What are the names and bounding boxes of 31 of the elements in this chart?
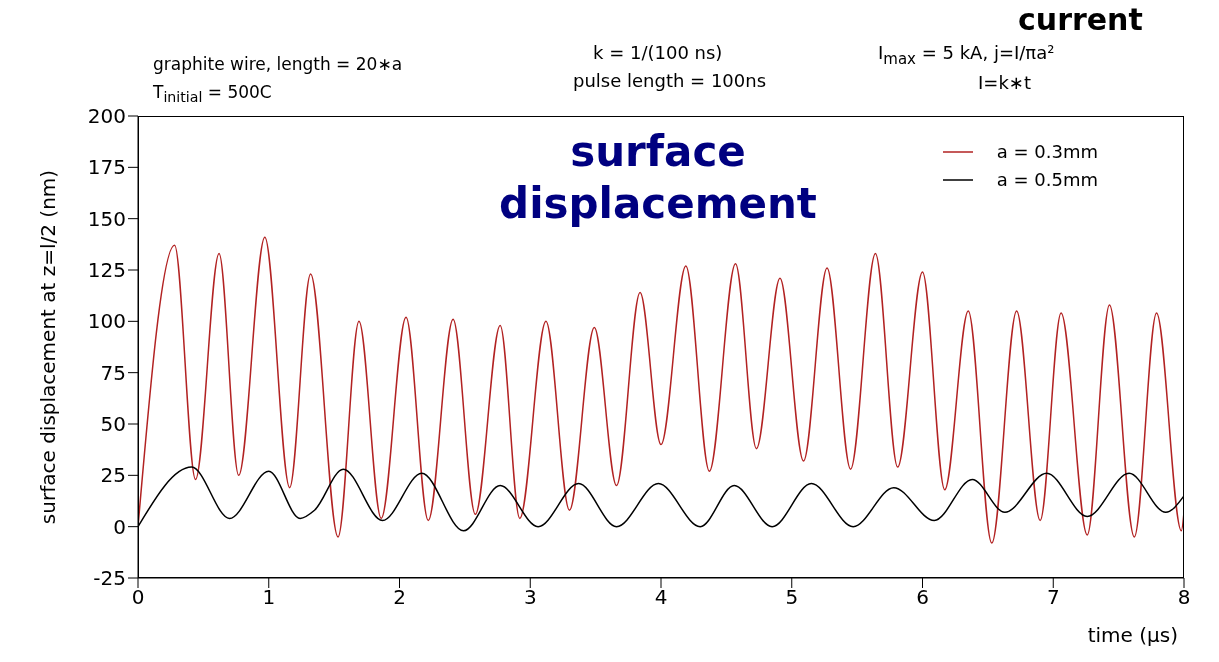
- x-tick-label: 0: [131, 585, 145, 610]
- y-tick-label: -25: [93, 566, 126, 591]
- text: pulse length = 100ns: [573, 70, 767, 91]
- y-tick-label: 125: [87, 258, 126, 283]
- text: I$_{max}$ = 5 kA, j=I/πa²: [878, 42, 1055, 68]
- x-tick-label: 7: [1046, 585, 1060, 610]
- y-tick-label: 0: [113, 514, 126, 539]
- text: I=k∗t: [978, 72, 1031, 93]
- x-tick-label: 8: [1177, 585, 1191, 610]
- x-tick-label: 1: [262, 585, 276, 610]
- x-axis-title: time (μs): [1087, 623, 1178, 647]
- y-tick-label: 175: [87, 155, 126, 180]
- text: k = 1/(100 ns): [593, 42, 723, 63]
- y-tick-label: 25: [100, 463, 126, 488]
- y-tick-label: 75: [100, 360, 126, 385]
- x-tick-label: 6: [916, 585, 929, 610]
- x-tick-label: 3: [523, 585, 537, 610]
- y-tick-label: 150: [87, 206, 126, 231]
- legend-label: a = 0.5mm: [996, 168, 1098, 192]
- y-tick-label: 200: [87, 104, 126, 129]
- x-tick-label: 2: [393, 585, 406, 610]
- legend-label: a = 0.3mm: [996, 140, 1098, 164]
- y-tick-label: 50: [100, 412, 126, 437]
- text: T$_{initial}$ = 500C: [153, 82, 272, 106]
- text: surface displacement: [498, 126, 818, 230]
- x-tick-label: 4: [654, 585, 668, 610]
- text: graphite wire, length = 20∗a: [153, 54, 403, 74]
- y-tick-label: 100: [87, 309, 126, 334]
- x-tick-label: 5: [785, 585, 799, 610]
- text: current: [1018, 2, 1143, 37]
- y-axis-title: surface displacement at z=l/2 (nm): [36, 169, 61, 525]
